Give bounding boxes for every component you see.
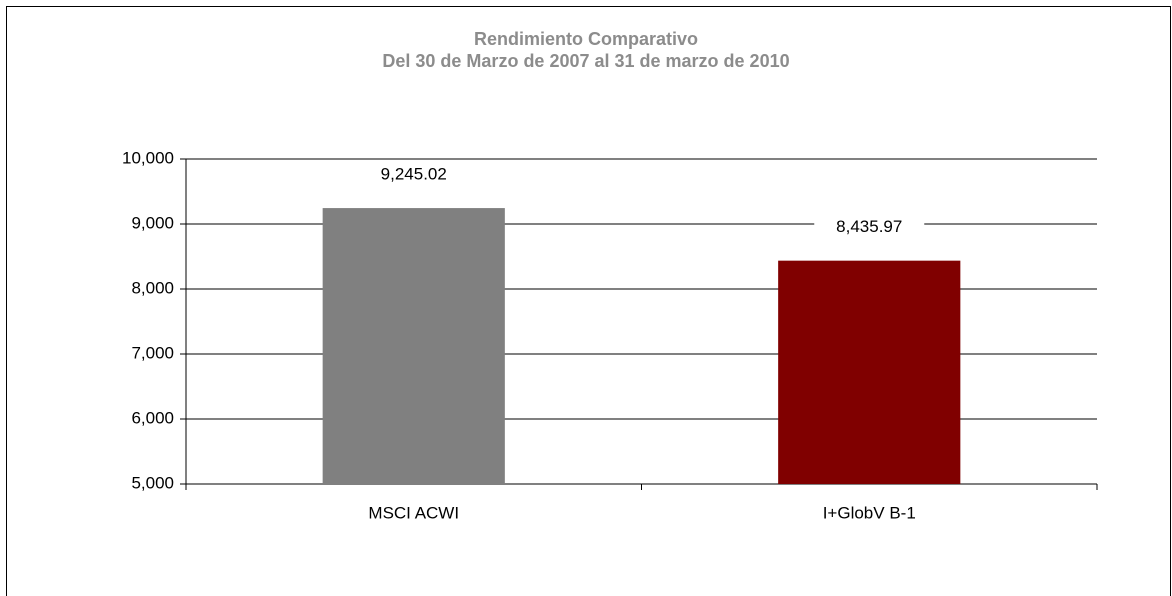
y-tick-label: 6,000 <box>131 408 174 427</box>
y-tick-label: 9,000 <box>131 213 174 232</box>
x-tick-label: MSCI ACWI <box>368 503 459 522</box>
value-label: 8,435.97 <box>836 217 902 236</box>
y-tick-label: 8,000 <box>131 278 174 297</box>
bar <box>322 208 505 484</box>
y-tick-label: 7,000 <box>131 343 174 362</box>
chart-title: Rendimiento Comparativo <box>474 29 698 49</box>
x-tick-label: I+GlobV B-1 <box>823 503 916 522</box>
chart-border <box>6 6 1171 596</box>
value-label-bg <box>358 162 469 189</box>
value-label: 9,245.02 <box>381 165 447 184</box>
y-tick-label: 10,000 <box>122 148 174 167</box>
bar <box>778 260 961 484</box>
y-tick-label: 5,000 <box>131 473 174 492</box>
value-label-bg <box>814 214 925 241</box>
chart-subtitle: Del 30 de Marzo de 2007 al 31 de marzo d… <box>382 51 789 71</box>
